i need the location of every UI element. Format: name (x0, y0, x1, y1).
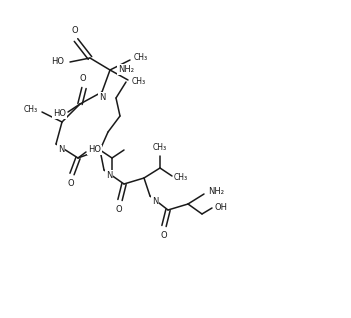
Text: CH₃: CH₃ (174, 172, 188, 182)
Text: CH₃: CH₃ (24, 106, 38, 114)
Text: N: N (106, 171, 112, 180)
Text: O: O (72, 26, 78, 35)
Text: O: O (68, 179, 74, 188)
Text: HO: HO (53, 109, 66, 119)
Text: O: O (161, 231, 167, 240)
Text: HO: HO (51, 58, 64, 66)
Text: NH₂: NH₂ (208, 188, 224, 197)
Text: O: O (80, 74, 86, 83)
Text: NH₂: NH₂ (118, 65, 134, 74)
Text: OH: OH (215, 204, 228, 212)
Text: HO: HO (88, 146, 101, 155)
Text: N: N (58, 145, 64, 154)
Text: N: N (152, 197, 158, 206)
Text: O: O (116, 205, 122, 214)
Text: CH₃: CH₃ (132, 78, 146, 86)
Text: CH₃: CH₃ (153, 143, 167, 152)
Text: CH₃: CH₃ (134, 53, 148, 63)
Text: N: N (99, 93, 105, 102)
